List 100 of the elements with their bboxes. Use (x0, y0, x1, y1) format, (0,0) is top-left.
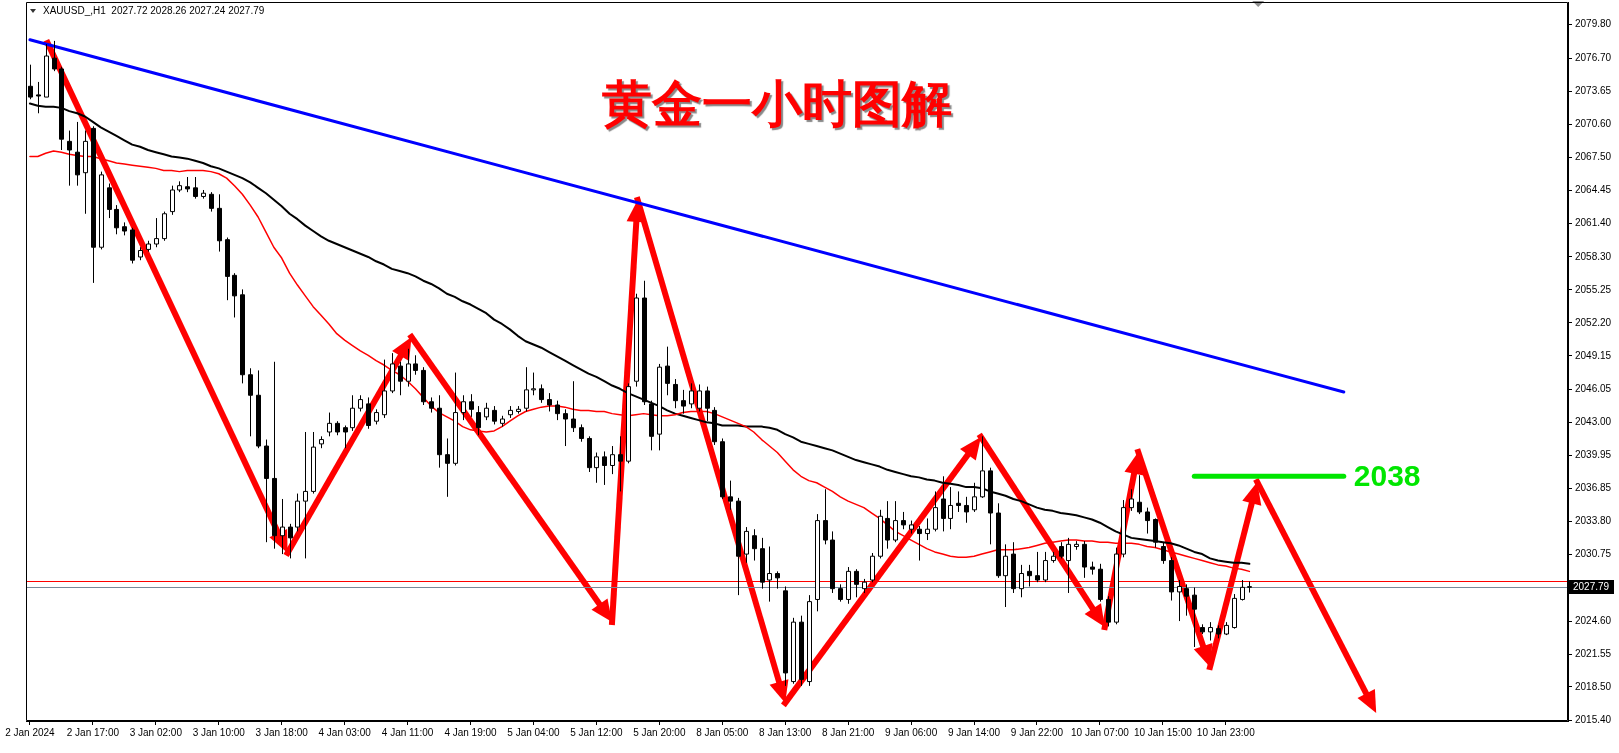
candlestick (240, 288, 245, 384)
x-tick-label: 8 Jan 05:00 (696, 726, 749, 738)
candlestick (114, 204, 119, 235)
candlestick (1192, 587, 1197, 648)
candlestick (75, 121, 80, 187)
candlestick (154, 217, 159, 248)
candlestick (925, 517, 930, 541)
candlestick (996, 502, 1001, 579)
candlestick (437, 394, 442, 469)
candlestick (516, 405, 521, 415)
x-tick-label: 10 Jan 15:00 (1133, 726, 1193, 738)
candlestick (398, 361, 403, 396)
candlestick (830, 530, 835, 594)
candlestick (1169, 556, 1174, 602)
series-label: 2038 (1353, 458, 1421, 492)
y-tick-label: 2039.95 (1575, 448, 1612, 460)
candlestick (980, 435, 985, 498)
candlestick (579, 423, 584, 443)
y-tick-label: 2055.25 (1575, 283, 1612, 295)
candlestick (256, 369, 261, 449)
candlestick (587, 435, 592, 473)
candlestick (264, 439, 269, 543)
candlestick (248, 367, 253, 437)
candlestick (225, 237, 230, 301)
candlestick (193, 176, 198, 200)
candlestick (1019, 564, 1024, 598)
y-tick-label: 2043.00 (1575, 416, 1612, 428)
x-tick-label: 3 Jan 10:00 (192, 726, 246, 738)
candlestick (933, 490, 938, 532)
candlestick (406, 348, 411, 388)
x-tick-label: 10 Jan 07:00 (1070, 726, 1130, 738)
candlestick (201, 189, 206, 200)
candlestick (350, 394, 355, 432)
candlestick (461, 394, 466, 421)
candlestick (453, 372, 458, 466)
candlestick (303, 431, 308, 559)
candlestick (563, 408, 568, 447)
candlestick (760, 537, 765, 590)
candlestick (1074, 540, 1079, 551)
y-tick-label: 2033.80 (1575, 515, 1612, 527)
candlestick (91, 125, 96, 284)
x-tick-label: 9 Jan 22:00 (1010, 726, 1064, 738)
candlestick (531, 372, 536, 396)
candlestick (232, 272, 237, 318)
candlestick (854, 568, 859, 598)
candlestick (893, 500, 898, 543)
y-tick-label: 2067.50 (1575, 151, 1612, 163)
candlestick (775, 570, 780, 590)
candlestick (988, 467, 993, 545)
candlestick (272, 361, 277, 550)
candlestick (83, 130, 88, 215)
y-tick-label: 2018.50 (1575, 680, 1612, 692)
y-tick-label: 2046.05 (1575, 383, 1612, 395)
candlestick (823, 488, 828, 545)
text: 黄金一小时图解 (601, 74, 954, 133)
candlestick (783, 585, 788, 687)
annotation: XAUUSD_,H1 2027.72 2028.26 2027.24 2027.79 (43, 5, 265, 17)
x-tick-label: 3 Jan 18:00 (255, 726, 309, 738)
y-tick-label: 2015.40 (1575, 714, 1612, 726)
candlestick (673, 378, 678, 409)
candlestick (752, 528, 757, 562)
y-tick-label: 2073.65 (1575, 84, 1612, 96)
candlestick (382, 359, 387, 419)
x-tick-label: 3 Jan 02:00 (129, 726, 183, 738)
candlestick (767, 546, 772, 603)
candlestick (610, 445, 615, 475)
ref-line-label: 2027.79 (1573, 581, 1610, 593)
y-tick-label: 2061.40 (1575, 217, 1612, 229)
y-tick-label: 2064.45 (1575, 184, 1612, 196)
x-tick-label: 9 Jan 06:00 (884, 726, 938, 738)
candlestick (217, 193, 222, 253)
candlestick (571, 380, 576, 433)
candlestick (956, 490, 961, 513)
y-tick-label: 2021.55 (1575, 647, 1612, 659)
candlestick (964, 496, 969, 524)
y-tick-label: 2036.85 (1575, 482, 1612, 494)
x-tick-label: 5 Jan 20:00 (633, 726, 686, 738)
candlestick (948, 486, 953, 530)
candlestick (1027, 564, 1032, 587)
candlestick (413, 354, 418, 376)
candlestick (1232, 593, 1237, 629)
candlestick (1184, 583, 1189, 617)
x-tick-label: 4 Jan 11:00 (381, 726, 434, 738)
candlestick (209, 191, 214, 213)
x-tick-label: 10 Jan 23:00 (1196, 726, 1256, 738)
y-tick-label: 2070.60 (1575, 117, 1612, 129)
candlestick (476, 405, 481, 436)
candlestick (1051, 551, 1056, 564)
candlestick (1208, 621, 1213, 642)
candlestick (44, 43, 49, 98)
candlestick (807, 594, 812, 687)
y-tick-label: 2079.80 (1575, 18, 1612, 30)
candlestick (280, 498, 285, 555)
candlestick (1011, 541, 1016, 594)
candlestick (972, 482, 977, 513)
candlestick (712, 406, 717, 446)
candlestick (1129, 488, 1134, 512)
candlestick (311, 431, 316, 495)
candlestick (885, 500, 890, 550)
x-tick-label: 4 Jan 03:00 (318, 726, 372, 738)
